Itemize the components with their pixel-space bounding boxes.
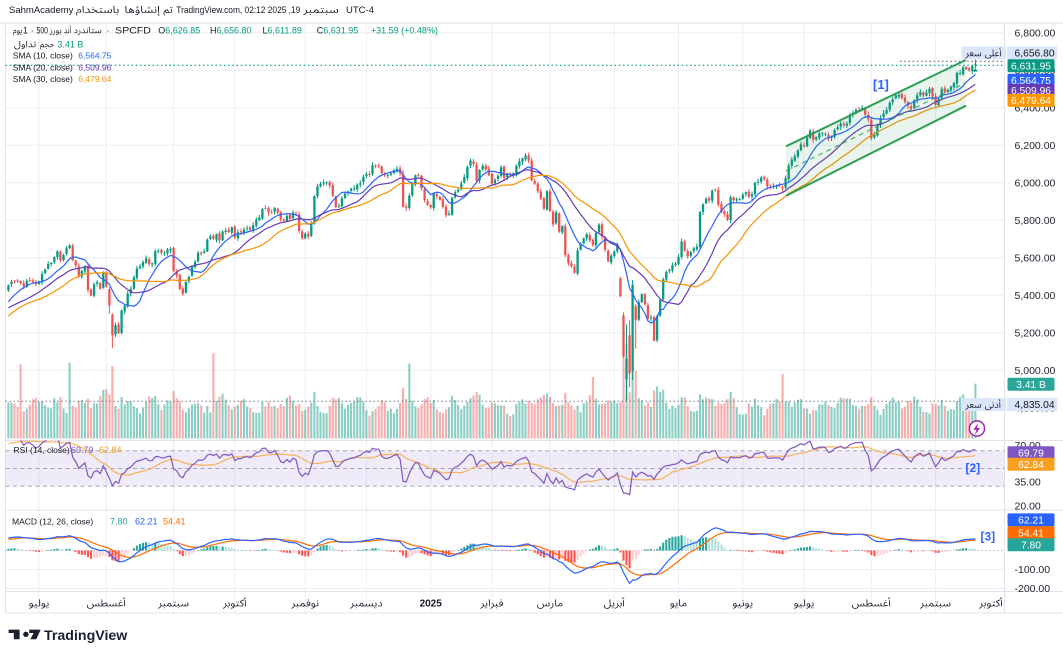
svg-text:SahmAcademy: SahmAcademy <box>9 5 74 16</box>
svg-text:6,000.00: 6,000.00 <box>1015 178 1056 190</box>
svg-text:6,564.75: 6,564.75 <box>1011 76 1051 87</box>
svg-text:7.80: 7.80 <box>110 516 128 526</box>
svg-text:1: 1 <box>23 25 28 35</box>
svg-text:5,600.00: 5,600.00 <box>1015 253 1056 265</box>
svg-text:3.41 B: 3.41 B <box>1016 380 1046 391</box>
svg-text:6,631.95: 6,631.95 <box>1011 61 1051 72</box>
svg-text:[3]: [3] <box>981 529 996 543</box>
svg-text:6,800.00: 6,800.00 <box>1015 28 1056 40</box>
svg-text:O6,626.85: O6,626.85 <box>158 25 200 35</box>
svg-text:MACD (12, 26, close): MACD (12, 26, close) <box>12 516 93 526</box>
svg-text:[2]: [2] <box>966 461 981 475</box>
svg-text:RSI (14, close): RSI (14, close) <box>14 445 70 455</box>
svg-text:6,509.96: 6,509.96 <box>1011 86 1051 97</box>
svg-text:TradingView: TradingView <box>44 628 128 644</box>
svg-text:·: · <box>31 25 34 35</box>
svg-text:5,000.00: 5,000.00 <box>1015 365 1056 377</box>
svg-text:SMA (20, close): SMA (20, close) <box>13 62 73 72</box>
svg-text:+31.59 (+0.48%): +31.59 (+0.48%) <box>371 25 438 35</box>
svg-text:62.21: 62.21 <box>135 516 158 526</box>
svg-text:5,800.00: 5,800.00 <box>1015 215 1056 227</box>
svg-text:35.00: 35.00 <box>1015 477 1041 489</box>
svg-text:7.80: 7.80 <box>1021 540 1041 551</box>
svg-text:20.00: 20.00 <box>1015 500 1041 512</box>
svg-text:500: 500 <box>37 25 49 35</box>
svg-text:SPCFD: SPCFD <box>115 25 151 35</box>
svg-text:62.84: 62.84 <box>1018 460 1044 471</box>
svg-text:62.84: 62.84 <box>99 445 122 455</box>
svg-text:54.41: 54.41 <box>163 516 186 526</box>
svg-text:4,835.04: 4,835.04 <box>1015 400 1055 411</box>
svg-text:62.21: 62.21 <box>1018 516 1044 527</box>
svg-text:69.79: 69.79 <box>1018 448 1044 459</box>
svg-text:6,564.75: 6,564.75 <box>78 50 111 60</box>
svg-text:SMA (30, close): SMA (30, close) <box>13 74 73 84</box>
svg-text:69.79: 69.79 <box>71 445 94 455</box>
svg-text:54.41: 54.41 <box>1018 528 1044 539</box>
svg-text:SMA (10, close): SMA (10, close) <box>13 50 73 60</box>
svg-text:·: · <box>107 25 110 35</box>
svg-text:C6,631.95: C6,631.95 <box>317 25 359 35</box>
svg-text:2025: 2025 <box>420 599 443 610</box>
svg-text:3.41 B: 3.41 B <box>57 39 83 49</box>
svg-text:TradingView.com, 02:12 2025 ,1: TradingView.com, 02:12 2025 ,19 <box>176 5 300 16</box>
svg-text:L6,611.89: L6,611.89 <box>263 25 302 35</box>
svg-text:6,509.96: 6,509.96 <box>78 62 111 72</box>
svg-text:6,200.00: 6,200.00 <box>1015 140 1056 152</box>
svg-text:[1]: [1] <box>873 77 889 92</box>
svg-text:6,479.64: 6,479.64 <box>1011 96 1051 107</box>
svg-text:6,656.80: 6,656.80 <box>1015 49 1055 60</box>
svg-text:5,200.00: 5,200.00 <box>1015 328 1056 340</box>
svg-text:6,479.64: 6,479.64 <box>78 74 111 84</box>
svg-text:-100.00: -100.00 <box>1015 564 1051 576</box>
svg-text:-200.00: -200.00 <box>1015 583 1051 595</box>
svg-text:UTC-4: UTC-4 <box>346 5 374 16</box>
svg-text:H6,656.80: H6,656.80 <box>210 25 252 35</box>
svg-text:5,400.00: 5,400.00 <box>1015 290 1056 302</box>
